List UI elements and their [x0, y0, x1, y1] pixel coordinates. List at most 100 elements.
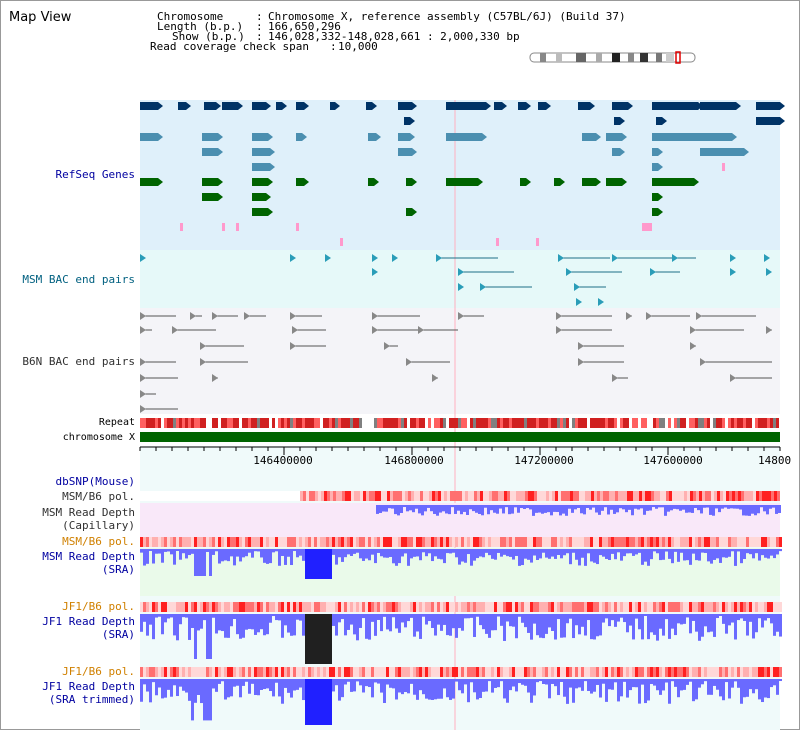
pol-cell[interactable] — [233, 602, 236, 612]
pol-cell[interactable] — [305, 537, 308, 547]
depth-bar[interactable] — [140, 679, 143, 702]
depth-bar[interactable] — [527, 679, 530, 693]
pol-cell[interactable] — [438, 491, 441, 501]
pol-cell[interactable] — [290, 537, 293, 547]
b6n-end-14[interactable] — [372, 326, 378, 334]
depth-bar[interactable] — [335, 549, 338, 565]
repeat-cell[interactable] — [704, 418, 707, 428]
pol-cell[interactable] — [632, 667, 635, 677]
repeat-cell[interactable] — [455, 418, 458, 428]
pol-cell[interactable] — [305, 602, 308, 612]
pol-cell[interactable] — [618, 491, 621, 501]
repeat-cell[interactable] — [320, 418, 323, 428]
repeat-cell[interactable] — [674, 418, 677, 428]
depth-bar[interactable] — [413, 614, 416, 637]
msm-end-16[interactable] — [766, 268, 772, 276]
depth-bar[interactable] — [704, 679, 707, 682]
depth-bar[interactable] — [713, 614, 716, 637]
depth-bar[interactable] — [218, 614, 221, 631]
depth-bar[interactable] — [356, 614, 359, 641]
pol-cell[interactable] — [723, 491, 726, 501]
depth-bar[interactable] — [611, 679, 614, 690]
msm-end-15[interactable] — [730, 268, 736, 276]
depth-bar[interactable] — [671, 549, 674, 564]
depth-bar[interactable] — [733, 505, 736, 509]
pol-cell[interactable] — [459, 491, 462, 501]
pol-cell[interactable] — [686, 602, 689, 612]
depth-bar[interactable] — [191, 614, 194, 629]
depth-bar[interactable] — [143, 549, 146, 566]
pol-cell[interactable] — [605, 537, 608, 547]
pol-cell[interactable] — [620, 537, 623, 547]
pol-cell[interactable] — [587, 537, 590, 547]
pol-cell[interactable] — [506, 602, 509, 612]
gene-0-10[interactable] — [446, 102, 486, 110]
depth-bar[interactable] — [650, 549, 653, 560]
depth-bar[interactable] — [692, 614, 695, 621]
pol-cell[interactable] — [606, 491, 609, 501]
depth-bar[interactable] — [631, 505, 634, 516]
pol-cell[interactable] — [200, 602, 203, 612]
depth-bar[interactable] — [416, 679, 419, 700]
depth-bar[interactable] — [461, 679, 464, 694]
b6n-end-22[interactable] — [578, 342, 584, 350]
depth-bar[interactable] — [598, 505, 601, 515]
msm-end-10[interactable] — [764, 254, 770, 262]
depth-bar[interactable] — [281, 679, 284, 704]
repeat-cell[interactable] — [173, 418, 176, 428]
pol-cell[interactable] — [675, 491, 678, 501]
b6n-end-27[interactable] — [578, 358, 584, 366]
pol-cell[interactable] — [569, 602, 572, 612]
depth-bar[interactable] — [599, 614, 602, 636]
depth-bar[interactable] — [443, 549, 446, 564]
pol-cell[interactable] — [464, 537, 467, 547]
depth-bar[interactable] — [743, 549, 746, 560]
pol-cell[interactable] — [323, 602, 326, 612]
depth-bar[interactable] — [449, 614, 452, 636]
gene-7-1[interactable] — [406, 208, 412, 216]
pol-cell[interactable] — [534, 491, 537, 501]
pol-cell[interactable] — [167, 602, 170, 612]
gene-arrow-3-5[interactable] — [744, 148, 749, 156]
depth-bar[interactable] — [332, 614, 335, 626]
pol-cell[interactable] — [476, 602, 479, 612]
pol-cell[interactable] — [296, 537, 299, 547]
pol-cell[interactable] — [458, 602, 461, 612]
pol-cell[interactable] — [524, 602, 527, 612]
depth-bar[interactable] — [466, 505, 469, 515]
depth-bar[interactable] — [338, 549, 341, 558]
depth-bar[interactable] — [203, 549, 206, 576]
depth-bar[interactable] — [688, 505, 691, 513]
msm-end-12[interactable] — [458, 268, 464, 276]
depth-bar[interactable] — [482, 549, 485, 558]
pol-cell[interactable] — [491, 602, 494, 612]
pol-cell[interactable] — [311, 602, 314, 612]
repeat-cell[interactable] — [194, 418, 197, 428]
pol-cell[interactable] — [419, 667, 422, 677]
depth-bar[interactable] — [704, 549, 707, 553]
depth-bar[interactable] — [362, 679, 365, 693]
pol-cell[interactable] — [365, 537, 368, 547]
depth-bar[interactable] — [727, 505, 730, 509]
pol-cell[interactable] — [575, 602, 578, 612]
chromosome-label[interactable]: chromosome X — [62, 432, 135, 443]
depth-bar[interactable] — [302, 679, 305, 701]
pol-cell[interactable] — [164, 602, 167, 612]
gene-arrow-6-1[interactable] — [266, 193, 271, 201]
pol-cell[interactable] — [386, 537, 389, 547]
pol-cell[interactable] — [690, 491, 693, 501]
pol-cell[interactable] — [398, 667, 401, 677]
depth-bar[interactable] — [209, 549, 212, 576]
pol-cell[interactable] — [467, 667, 470, 677]
pol-cell[interactable] — [567, 491, 570, 501]
pol-cell[interactable] — [470, 667, 473, 677]
pol-cell[interactable] — [149, 602, 152, 612]
pol-cell[interactable] — [425, 537, 428, 547]
pol-cell[interactable] — [728, 537, 731, 547]
depth-bar[interactable] — [616, 505, 619, 513]
pol-cell[interactable] — [746, 667, 749, 677]
pol-cell[interactable] — [200, 667, 203, 677]
depth-bar[interactable] — [596, 679, 599, 685]
pol-cell[interactable] — [756, 491, 759, 501]
